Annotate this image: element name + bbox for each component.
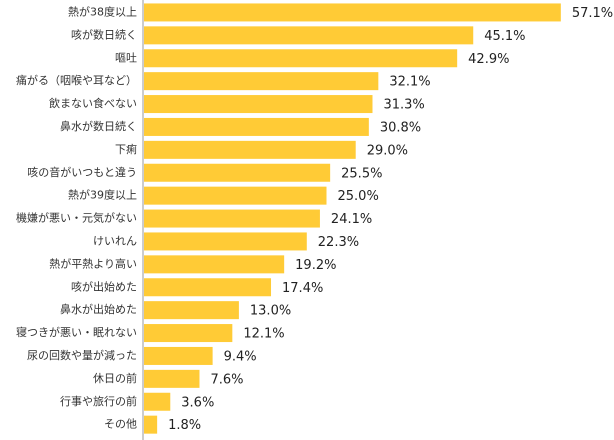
bar: [144, 369, 200, 388]
value-label: 24.1%: [331, 212, 372, 227]
category-label: 鼻水が出始めた: [60, 302, 137, 316]
value-label: 17.4%: [282, 281, 323, 296]
bar: [144, 324, 233, 343]
bar: [144, 255, 285, 274]
value-label: 25.0%: [338, 189, 379, 204]
value-label: 32.1%: [389, 75, 430, 90]
category-label: 飲まない食べない: [49, 96, 137, 110]
category-label: その他: [104, 418, 137, 431]
bar: [144, 232, 307, 251]
category-label: 咳の音がいつもと違う: [27, 165, 137, 179]
value-label: 25.5%: [341, 166, 382, 181]
value-labels: 57.1% 45.1% 42.9% 32.1% 31.3% 30.8% 29.0% 25.5%…: [168, 6, 613, 433]
value-label: 9.4%: [224, 349, 257, 364]
bar: [144, 117, 369, 136]
bar: [144, 72, 379, 91]
bar: [144, 278, 272, 297]
bar: [144, 346, 213, 365]
bar: [144, 186, 327, 205]
bar: [144, 26, 474, 45]
value-label: 57.1%: [572, 6, 613, 21]
category-label: 痛がる（咽喉や耳など）: [16, 73, 137, 87]
category-label: 寝つきが悪い・眠れない: [16, 325, 137, 339]
category-label: 鼻水が数日続く: [60, 119, 137, 133]
category-label: 熱が39度以上: [68, 188, 137, 202]
category-label: 熱が38度以上: [68, 4, 137, 18]
category-label: 下痢: [115, 142, 137, 156]
value-label: 30.8%: [380, 120, 421, 135]
value-label: 42.9%: [468, 52, 509, 67]
value-label: 12.1%: [243, 327, 284, 342]
bar: [144, 301, 239, 320]
bar: [144, 3, 561, 22]
value-label: 31.3%: [383, 98, 424, 113]
value-label: 19.2%: [295, 258, 336, 273]
bar: [144, 209, 320, 228]
bars: [144, 3, 561, 434]
value-label: 3.6%: [181, 395, 214, 410]
bar: [144, 49, 458, 68]
category-label: 機嫌が悪い・元気がない: [16, 211, 137, 225]
value-label: 1.8%: [168, 418, 201, 433]
category-label: けいれん: [93, 234, 137, 247]
category-label: 嘔吐: [115, 51, 137, 64]
category-label: 休日の前: [93, 371, 137, 385]
value-label: 29.0%: [367, 143, 408, 158]
category-label: 尿の回数や量が減った: [27, 348, 137, 362]
category-label: 熱が平熱より高い: [49, 256, 137, 270]
category-label: 咳が出始めた: [71, 279, 137, 293]
category-label: 行事や旅行の前: [60, 394, 137, 408]
bar: [144, 392, 171, 411]
bar: [144, 95, 373, 114]
category-label: 咳が数日続く: [71, 27, 137, 41]
value-label: 45.1%: [484, 29, 525, 44]
value-label: 7.6%: [210, 372, 243, 387]
bar: [144, 163, 331, 182]
value-label: 13.0%: [250, 304, 291, 319]
bar: [144, 415, 158, 434]
value-label: 22.3%: [318, 235, 359, 250]
bar: [144, 140, 356, 159]
